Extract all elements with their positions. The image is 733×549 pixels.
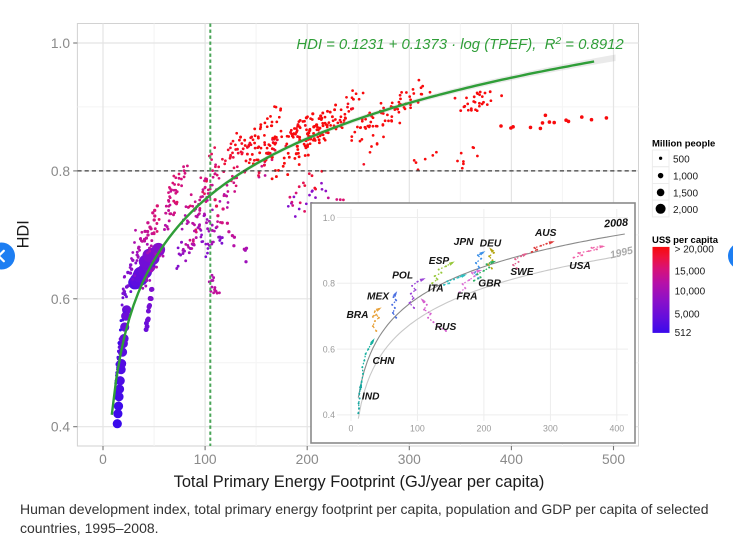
svg-text:1.0: 1.0 bbox=[323, 213, 335, 223]
svg-text:500: 500 bbox=[602, 452, 625, 467]
svg-text:2,000: 2,000 bbox=[673, 205, 698, 216]
svg-text:DEU: DEU bbox=[480, 239, 502, 250]
svg-text:300: 300 bbox=[398, 452, 421, 467]
svg-text:500: 500 bbox=[673, 154, 690, 165]
svg-text:100: 100 bbox=[194, 452, 217, 467]
svg-text:RUS: RUS bbox=[435, 322, 457, 333]
svg-text:100: 100 bbox=[410, 424, 425, 434]
svg-text:0: 0 bbox=[349, 424, 354, 434]
svg-text:ESP: ESP bbox=[429, 256, 450, 267]
svg-text:Total Primary Energy Footprint: Total Primary Energy Footprint (GJ/year … bbox=[174, 473, 545, 491]
svg-text:Million people: Million people bbox=[652, 139, 715, 150]
svg-text:0.8: 0.8 bbox=[51, 164, 71, 179]
svg-text:200: 200 bbox=[296, 452, 319, 467]
svg-text:> 20,000: > 20,000 bbox=[675, 245, 715, 256]
svg-text:CHN: CHN bbox=[372, 356, 395, 367]
svg-text:0.6: 0.6 bbox=[323, 344, 335, 354]
svg-text:0.8: 0.8 bbox=[323, 279, 335, 289]
svg-text:0.6: 0.6 bbox=[51, 292, 71, 307]
svg-text:HDI: HDI bbox=[15, 220, 33, 248]
svg-text:15,000: 15,000 bbox=[675, 267, 706, 278]
svg-text:2008: 2008 bbox=[603, 217, 629, 231]
svg-text:10,000: 10,000 bbox=[675, 287, 706, 298]
svg-text:POL: POL bbox=[392, 271, 413, 282]
svg-text:USA: USA bbox=[569, 261, 591, 272]
svg-text:FRA: FRA bbox=[457, 292, 478, 303]
svg-text:BRA: BRA bbox=[346, 310, 368, 321]
svg-text:1.0: 1.0 bbox=[51, 36, 71, 51]
svg-text:0.4: 0.4 bbox=[51, 420, 71, 435]
svg-text:200: 200 bbox=[477, 424, 492, 434]
svg-text:MEX: MEX bbox=[367, 292, 390, 303]
svg-text:GBR: GBR bbox=[478, 278, 501, 289]
svg-text:1995: 1995 bbox=[609, 245, 634, 261]
svg-text:512: 512 bbox=[675, 328, 692, 339]
svg-text:IND: IND bbox=[362, 392, 380, 403]
svg-text:SWE: SWE bbox=[510, 267, 534, 278]
svg-text:US$ per capita: US$ per capita bbox=[652, 235, 719, 246]
svg-text:1,500: 1,500 bbox=[673, 188, 698, 199]
svg-text:ITA: ITA bbox=[428, 284, 444, 295]
svg-text:400: 400 bbox=[500, 452, 523, 467]
svg-text:HDI = 0.1231 + 0.1373 · log (T: HDI = 0.1231 + 0.1373 · log (TPEF), R2 =… bbox=[296, 36, 624, 54]
svg-text:5,000: 5,000 bbox=[675, 310, 700, 321]
svg-text:0: 0 bbox=[99, 452, 107, 467]
svg-text:400: 400 bbox=[609, 424, 624, 434]
svg-text:300: 300 bbox=[543, 424, 558, 434]
svg-text:0.4: 0.4 bbox=[323, 410, 335, 420]
svg-text:1,000: 1,000 bbox=[673, 172, 698, 183]
svg-text:JPN: JPN bbox=[454, 237, 474, 248]
svg-text:AUS: AUS bbox=[534, 228, 557, 239]
